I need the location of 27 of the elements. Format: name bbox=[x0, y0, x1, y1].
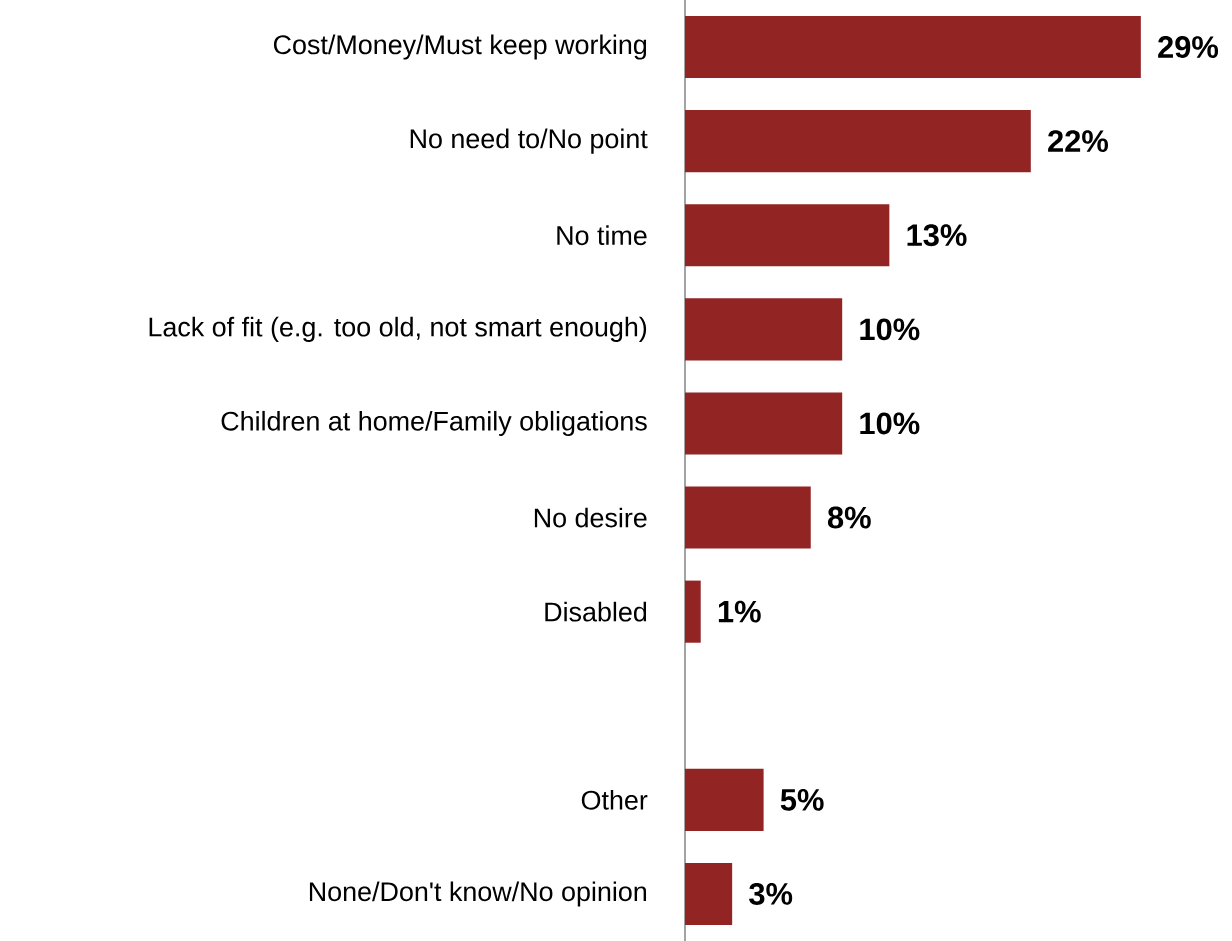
y-tick-label: No time bbox=[557, 225, 647, 246]
data-label: 8% bbox=[827, 506, 871, 529]
y-tick-label: No need to/No point bbox=[410, 128, 648, 154]
data-label: 1% bbox=[718, 600, 761, 623]
bar bbox=[685, 768, 764, 831]
data-label: 3% bbox=[749, 883, 793, 905]
y-tick-label: Cost/Money/Must keep working bbox=[273, 34, 647, 60]
data-label: 22% bbox=[1048, 130, 1109, 153]
bar bbox=[685, 15, 1141, 79]
y-tick-label: Children at home/Family obligations bbox=[221, 410, 647, 436]
bar bbox=[685, 580, 701, 643]
bar bbox=[685, 110, 1031, 173]
data-label: 5% bbox=[780, 788, 824, 811]
data-label: 13% bbox=[907, 224, 967, 247]
y-tick-label: None/Don't know/No opinion bbox=[309, 881, 647, 907]
data-label: 29% bbox=[1158, 36, 1219, 58]
y-tick-label: Other bbox=[581, 789, 648, 810]
data-label: 10% bbox=[860, 412, 920, 435]
data-label: 10% bbox=[860, 318, 920, 341]
bar bbox=[685, 298, 843, 361]
y-tick-label: Lack of fit (e.g. too old, not smart enough) bbox=[149, 316, 647, 342]
bar bbox=[685, 392, 843, 455]
bar bbox=[685, 486, 811, 549]
bar bbox=[685, 204, 890, 267]
y-tick-label: Disabled bbox=[545, 601, 647, 622]
y-tick-label: No desire bbox=[534, 507, 647, 528]
bar bbox=[685, 862, 733, 926]
